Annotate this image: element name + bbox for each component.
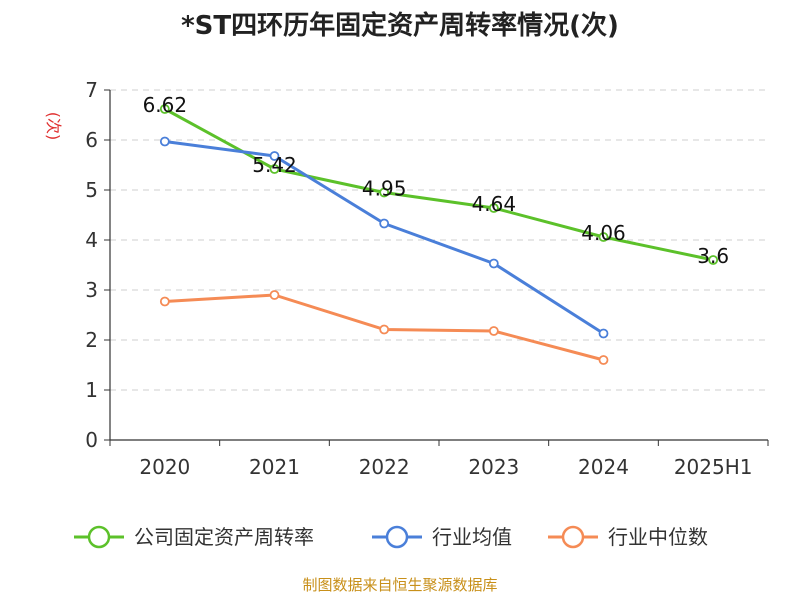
y-tick-label: 3 [85, 278, 98, 302]
data-label: 6.62 [143, 93, 188, 117]
data-point [269, 290, 280, 300]
legend-label: 行业中位数 [608, 525, 708, 549]
data-label: 4.06 [581, 221, 626, 245]
axes: 0 1 2 3 4 5 6 7 2020 2021 2022 2023 2024 2025H1 [85, 78, 769, 479]
legend-item-0: 公司固定资产周转率 [74, 525, 314, 549]
legend-item-2: 行业中位数 [548, 525, 708, 549]
series-line-1 [164, 140, 605, 335]
source-note: 制图数据来自恒生聚源数据库 [302, 576, 497, 594]
data-point [379, 218, 390, 229]
x-tick-label: 2024 [578, 455, 629, 479]
legend-swatch-marker [87, 525, 111, 549]
data-point [488, 258, 499, 269]
data-point [598, 232, 609, 242]
x-tick-label: 2021 [249, 455, 300, 479]
y-tick-label: 1 [85, 378, 98, 402]
data-point [379, 187, 390, 198]
data-label: 5.42 [252, 153, 297, 177]
data-labels: 6.62 5.42 4.95 4.64 4.06 3.6 [143, 93, 730, 268]
y-tick-label: 5 [85, 178, 98, 202]
series-line-0 [164, 107, 714, 262]
y-tick-label: 6 [85, 128, 98, 152]
data-point [159, 296, 170, 307]
legend-label: 行业均值 [432, 525, 512, 549]
data-point [159, 136, 170, 147]
legend-item-1: 行业均值 [372, 525, 512, 549]
x-tick-label: 2023 [468, 455, 519, 479]
data-point [269, 151, 280, 161]
x-tick-label: 2022 [359, 455, 410, 479]
data-label: 3.6 [697, 244, 729, 268]
data-point [269, 164, 280, 174]
data-point [708, 255, 719, 265]
data-point [379, 324, 390, 335]
data-label: 4.64 [472, 192, 517, 216]
y-tick-label: 4 [85, 228, 98, 252]
y-tick-label: 2 [85, 328, 98, 352]
x-tick-label: 2025H1 [674, 455, 753, 479]
x-tick-label: 2020 [139, 455, 190, 479]
data-point [598, 355, 609, 365]
data-point [488, 326, 499, 336]
data-label: 4.95 [362, 177, 407, 201]
chart-title: *ST四环历年固定资产周转率情况(次) [181, 10, 619, 41]
series-layer [159, 104, 719, 365]
y-tick-label: 0 [85, 428, 98, 452]
data-point [159, 104, 170, 114]
data-point [598, 328, 609, 339]
data-point [488, 203, 499, 213]
legend-label: 公司固定资产周转率 [134, 525, 314, 549]
grid-lines [110, 89, 768, 391]
legend: 公司固定资产周转率 行业均值 行业中位数 [74, 525, 708, 549]
y-axis-label: (次) [44, 112, 63, 141]
legend-swatch-marker [561, 525, 585, 549]
y-tick-label: 7 [85, 78, 98, 102]
legend-swatch-marker [385, 525, 409, 549]
